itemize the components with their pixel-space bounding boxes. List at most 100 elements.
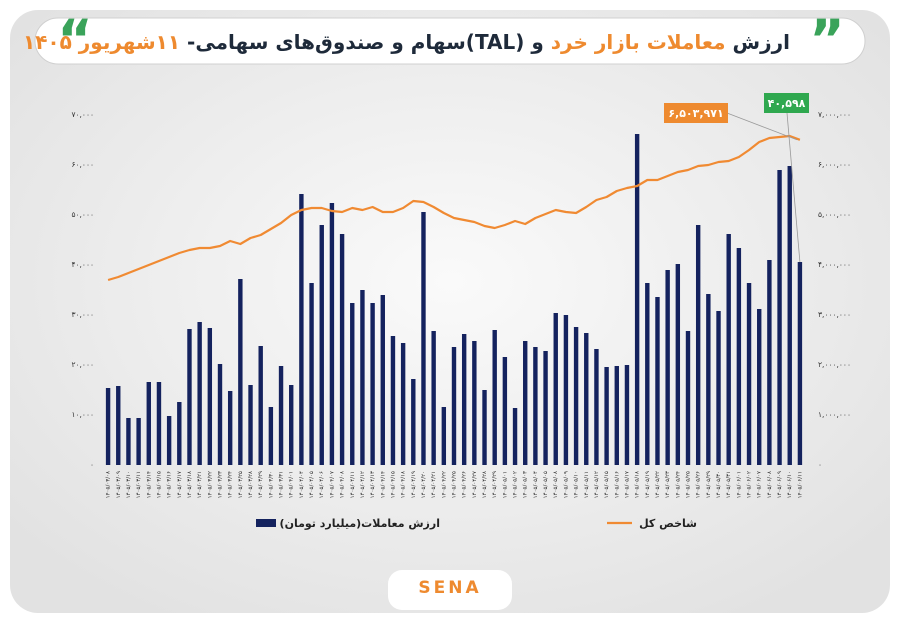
x-tick-label: ۱۴۰۵/۰۴/۲۷ [472, 471, 478, 498]
bar [777, 170, 782, 465]
x-tick-label: ۱۴۰۵/۰۶/۰۹ [777, 471, 783, 498]
bar [370, 303, 375, 465]
bar [166, 416, 172, 465]
x-tick-label: ۱۴۰۵/۰۵/۰۵ [543, 471, 549, 498]
bar [533, 347, 538, 465]
bar [421, 212, 426, 465]
logo-box [388, 570, 512, 610]
x-tick-label: ۱۴۰۵/۰۳/۱۷ [177, 471, 183, 498]
x-tick-label: ۱۴۰۵/۰۳/۲۵ [238, 471, 244, 498]
bar [726, 234, 731, 465]
bar [289, 385, 294, 465]
x-tick-label: ۱۴۰۵/۰۳/۱۵ [156, 471, 162, 498]
x-tick-label: ۱۴۰۵/۰۳/۲۱ [197, 471, 203, 498]
annotation: ۶,۵۰۳,۹۷۱ [668, 107, 723, 120]
bar [502, 357, 508, 465]
legend-label: ارزش معاملات(میلیارد تومان) [280, 517, 440, 530]
x-tick-label: ۱۴۰۵/۰۵/۳۰ [716, 471, 722, 498]
x-tick-label: ۱۴۰۵/۰۵/۲۲ [655, 471, 661, 498]
title-part: و (TAL)سهام و صندوق‌های سهامی- [180, 30, 551, 54]
bar [492, 330, 497, 465]
title-part: ۱۱شهریور ۱۴۰۵ [23, 30, 181, 54]
bar [380, 295, 385, 465]
x-tick-label: ۱۴۰۵/۰۳/۳۱ [279, 471, 285, 498]
bar [299, 194, 304, 465]
y2-tick-label: ۷,۰۰۰,۰۰۰ [818, 110, 851, 119]
x-tick-label: ۱۴۰۵/۰۳/۲۸ [248, 471, 254, 498]
bar [787, 166, 792, 465]
x-tick-label: ۱۴۰۵/۰۳/۱۴ [146, 471, 152, 498]
bar [736, 248, 742, 465]
bar [675, 264, 681, 465]
bar [584, 333, 589, 465]
bar [645, 283, 650, 465]
bar [706, 294, 711, 465]
y2-tick-label: ۵,۰۰۰,۰۰۰ [818, 210, 851, 219]
x-tick-label: ۱۴۰۵/۰۳/۲۲ [207, 471, 213, 498]
bar [482, 390, 487, 465]
title-pill [34, 17, 866, 65]
bar [594, 349, 599, 465]
line [107, 134, 801, 282]
bar [217, 364, 223, 465]
bar [278, 366, 284, 465]
x-tick-label: ۱۴۰۵/۰۳/۱۱ [136, 471, 142, 498]
x-tick-label: ۱۴۰۵/۰۵/۰۸ [553, 471, 559, 498]
x-tick-label: ۱۴۰۵/۰۴/۲۵ [452, 471, 458, 498]
x-tick-label: ۱۴۰۵/۰۴/۲۹ [492, 471, 498, 498]
x-tick-label: ۱۴۰۵/۰۴/۱۳ [370, 471, 376, 498]
bar [350, 303, 355, 465]
bar [634, 134, 640, 465]
x-tick-label: ۱۴۰۵/۰۶/۰۱ [736, 471, 742, 498]
bar [614, 366, 619, 465]
bar [472, 341, 477, 465]
x-tick-label: ۱۴۰۵/۰۵/۰۹ [563, 471, 569, 498]
bar [207, 328, 213, 465]
x-tick-label: ۱۴۰۵/۰۴/۰۸ [340, 471, 346, 498]
legend-swatch [256, 519, 276, 527]
y-tick-label: ۱۰,۰۰۰ [71, 410, 94, 419]
x-tick-label: ۱۴۰۵/۰۳/۲۳ [218, 471, 224, 498]
x-tick-label: ۱۴۰۵/۰۴/۱۴ [380, 471, 386, 498]
bar [187, 329, 192, 465]
x-tick-label: ۱۴۰۵/۰۵/۱۶ [614, 471, 620, 498]
annotation-box [764, 93, 809, 113]
bar [655, 297, 660, 465]
bar [105, 388, 111, 465]
bar [309, 283, 314, 465]
bar [177, 402, 182, 465]
bar [512, 408, 518, 465]
x-tick-label: ۱۴۰۵/۰۵/۰۳ [523, 471, 529, 498]
x-tick-label: ۱۴۰۵/۰۵/۱۷ [624, 471, 630, 498]
y-tick-label: ۲۰,۰۰۰ [71, 360, 94, 369]
bar [329, 203, 335, 465]
y2-tick-label: ۶,۰۰۰,۰۰۰ [818, 160, 851, 169]
bar [339, 234, 345, 465]
bar [197, 322, 202, 465]
x-tick-label: ۱۴۰۵/۰۶/۰۸ [767, 471, 773, 498]
bar [400, 343, 406, 465]
bar [746, 283, 752, 465]
x-tick-label: ۱۴۰۵/۰۳/۰۹ [116, 471, 122, 498]
bar [268, 407, 274, 465]
x-tick-label: ۱۴۰۵/۰۵/۰۴ [533, 471, 539, 498]
bar [665, 270, 670, 465]
bar [461, 334, 467, 465]
x-tick-label: ۱۴۰۵/۰۳/۲۴ [228, 471, 234, 498]
x-tick-label: ۱۴۰۵/۰۵/۱۰ [574, 471, 580, 498]
x-tick-label: ۱۴۰۵/۰۳/۰۸ [106, 471, 112, 498]
x-tick-label: ۱۴۰۵/۰۵/۲۹ [706, 471, 712, 498]
bar [258, 346, 263, 465]
bar [695, 225, 701, 465]
x-tick-label: ۱۴۰۵/۰۶/۰۲ [747, 471, 753, 498]
x-tick-label: ۱۴۰۵/۰۶/۱۰ [787, 471, 793, 498]
y2-tick-label: ۰ [818, 460, 822, 469]
x-tick-label: ۱۴۰۵/۰۴/۲۱ [431, 471, 437, 498]
x-tick-label: ۱۴۰۵/۰۴/۰۷ [329, 471, 335, 498]
x-tick-label: ۱۴۰۵/۰۵/۲۵ [686, 471, 692, 498]
x-tick-label: ۱۴۰۵/۰۳/۳۰ [268, 471, 274, 498]
bar [156, 382, 162, 465]
x-tick-label: ۱۴۰۵/۰۴/۱۲ [360, 471, 366, 498]
y-tick-label: ۶۰,۰۰۰ [71, 160, 94, 169]
bar [757, 309, 762, 465]
